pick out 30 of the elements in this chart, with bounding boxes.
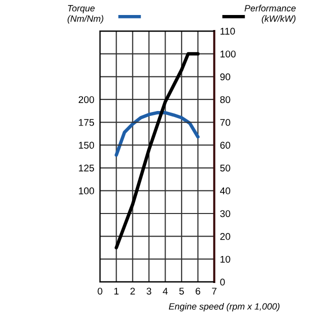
x-tick-label: 3 [146, 288, 152, 295]
x-tick-label: 6 [196, 288, 200, 295]
y2-tick-label: 70 [220, 119, 230, 126]
y2-axis-title: Performance (kW/kW) [244, 4, 296, 24]
y2-tick-label: 110 [220, 28, 235, 35]
y-axis-title: Torque (Nm/Nm) [68, 5, 104, 24]
y-tick-label: 175 [78, 119, 94, 126]
x-tick-label: 0 [98, 288, 102, 295]
x-tick-label: 4 [162, 288, 168, 295]
line-series [114, 111, 200, 157]
y2-tick-label: 50 [220, 164, 230, 172]
y2-tick-label: 80 [220, 96, 230, 104]
y2-tick-label: 30 [220, 210, 230, 218]
y-tick-label: 100 [78, 187, 94, 194]
x-axis-title: Engine speed (rpm x 1,000) [168, 302, 280, 312]
x-tick-label: 2 [130, 288, 135, 295]
y2-tick-label: 60 [220, 142, 230, 149]
x-tick-label: 5 [179, 288, 184, 295]
y-tick-label: 200 [78, 96, 94, 104]
y2-tick-label: 100 [220, 50, 236, 58]
y2-tick-label: 10 [220, 256, 230, 263]
x-tick-label: 1 [114, 288, 119, 295]
y2-tick-label: 40 [220, 187, 230, 194]
y-tick-label: 150 [78, 142, 94, 149]
y2-tick-label: 90 [220, 73, 230, 80]
line-series [114, 52, 200, 250]
y-tick-label: 125 [78, 164, 94, 172]
y2-tick-label: 0 [220, 278, 225, 286]
y2-tick-label: 20 [220, 233, 230, 240]
x-tick-label: 7 [212, 288, 216, 295]
